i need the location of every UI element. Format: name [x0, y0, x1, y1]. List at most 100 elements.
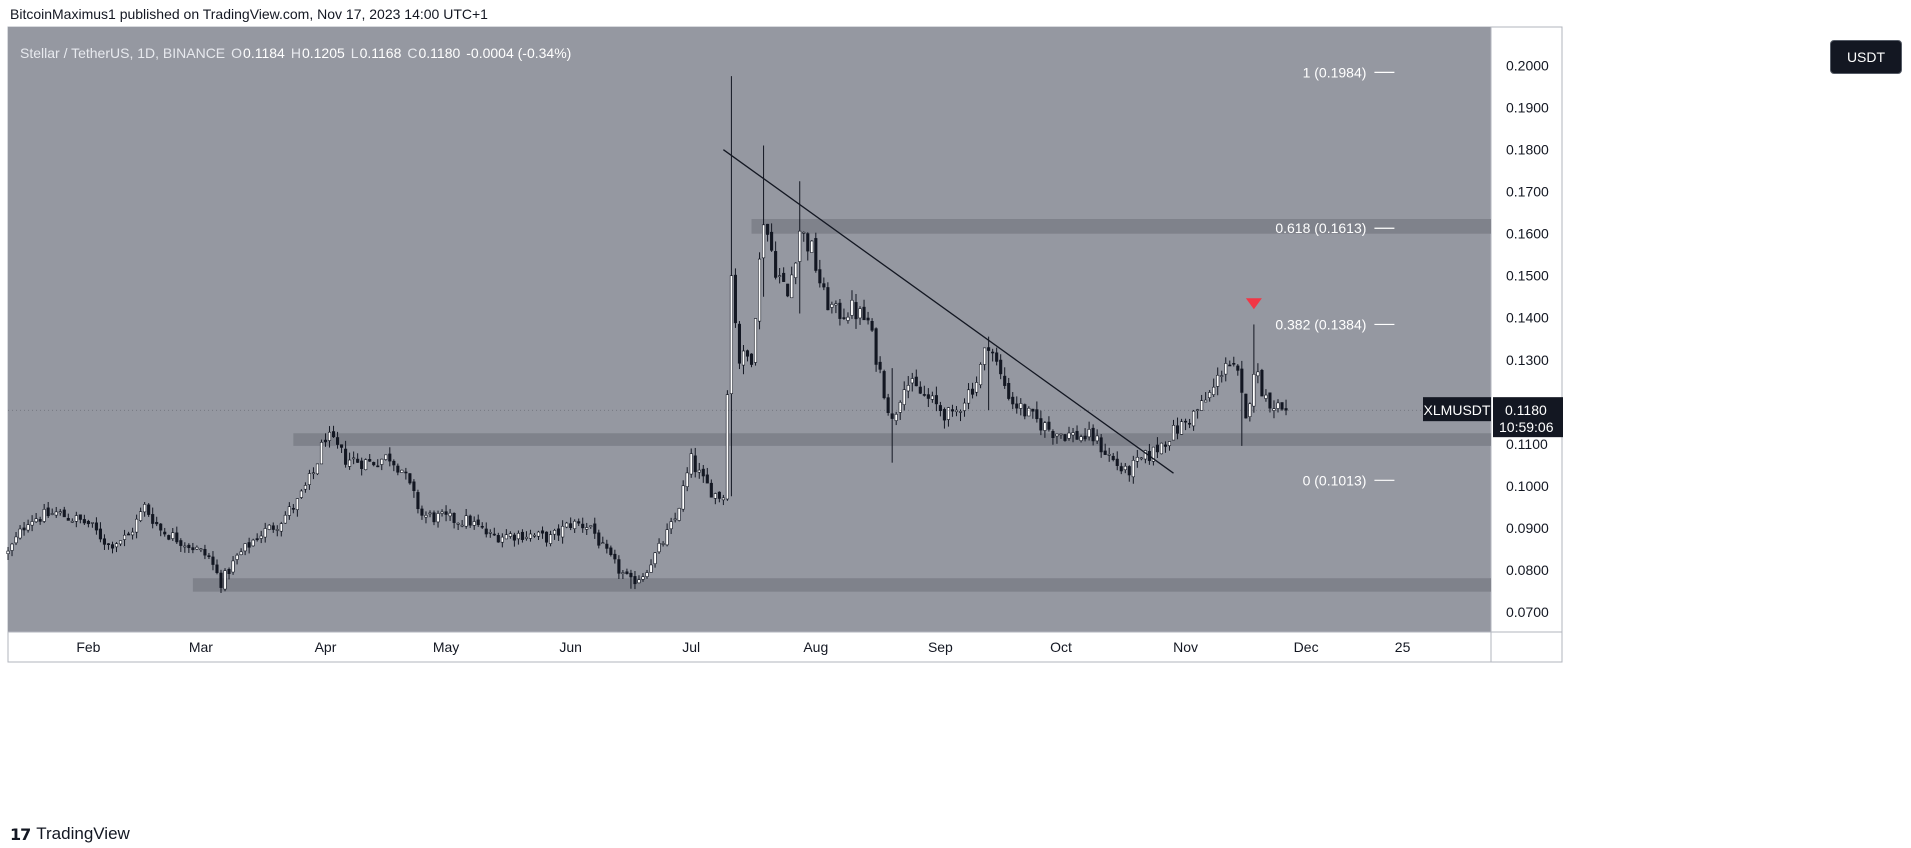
candle	[798, 230, 802, 262]
candle	[299, 490, 303, 498]
time-tick-label: Nov	[1173, 639, 1198, 655]
price-tick-label: 0.2000	[1506, 58, 1549, 74]
candle	[18, 528, 22, 539]
candle	[637, 579, 641, 584]
price-tick-label: 0.1500	[1506, 268, 1549, 284]
candle	[737, 323, 741, 364]
candle	[617, 559, 621, 574]
candle	[749, 353, 754, 365]
candle	[480, 525, 484, 528]
candle	[66, 517, 70, 521]
high-value: 0.1205	[301, 45, 345, 61]
candle	[971, 388, 975, 395]
candle	[854, 302, 858, 320]
candle	[106, 543, 111, 545]
candle	[1071, 432, 1075, 436]
candle	[167, 535, 171, 540]
candle	[1264, 394, 1268, 399]
candle	[1167, 441, 1172, 446]
candle	[557, 528, 561, 536]
fib-level-label: 1 (0.1984)	[1303, 64, 1367, 80]
candle	[360, 460, 364, 469]
candle	[1280, 402, 1284, 410]
candle	[336, 437, 340, 445]
candle	[416, 492, 420, 510]
candle	[1055, 433, 1059, 437]
candle	[110, 544, 115, 549]
candle	[114, 543, 119, 548]
candle	[311, 472, 315, 475]
candle	[806, 233, 810, 252]
price-tag	[1493, 397, 1563, 438]
time-tick-label: Jul	[682, 639, 700, 655]
candle	[444, 511, 448, 515]
candle	[1220, 375, 1224, 377]
candle	[995, 352, 999, 362]
candle	[942, 409, 946, 421]
candle	[774, 251, 778, 278]
high-label: H	[290, 45, 301, 61]
candle	[1039, 418, 1043, 431]
candle	[187, 544, 191, 549]
candle	[1051, 431, 1055, 438]
candle	[681, 485, 685, 510]
candle	[472, 521, 476, 526]
candle	[1216, 374, 1220, 387]
descending-trendline[interactable]	[722, 149, 1174, 474]
candle	[412, 481, 416, 491]
price-tick-label: 0.1000	[1506, 478, 1549, 494]
candle	[758, 258, 762, 322]
candle	[753, 318, 758, 363]
time-tick-label: 25	[1395, 639, 1411, 655]
candle	[689, 453, 693, 475]
candle	[987, 347, 991, 351]
support-resistance-zone	[751, 219, 1491, 234]
tradingview-logo[interactable]: 17 TradingView	[10, 824, 130, 844]
candle	[1272, 408, 1276, 411]
candle	[890, 413, 894, 419]
candle	[496, 535, 500, 543]
candle	[34, 518, 38, 523]
time-tick-label: Dec	[1294, 639, 1319, 655]
currency-badge[interactable]: USDT	[1830, 40, 1902, 74]
candle	[376, 465, 380, 468]
plot-area[interactable]	[8, 27, 1491, 632]
time-tick-label: Jun	[559, 639, 582, 655]
time-tick-label: May	[433, 639, 459, 655]
candle	[440, 511, 444, 514]
change-value: -0.0004 (-0.34%)	[466, 45, 572, 61]
candle	[1111, 455, 1115, 461]
candle	[436, 513, 440, 523]
candle	[762, 224, 766, 259]
candle	[323, 439, 328, 443]
candle	[790, 274, 794, 299]
candle	[999, 359, 1003, 375]
candle	[94, 522, 98, 531]
candle	[70, 520, 74, 523]
support-resistance-zone	[192, 578, 1491, 592]
candle	[866, 317, 870, 321]
candle	[629, 572, 633, 578]
candle	[770, 231, 774, 251]
candle	[207, 555, 211, 557]
candle	[38, 519, 42, 522]
time-tick-label: Apr	[315, 639, 337, 655]
candle	[1075, 430, 1079, 440]
candle	[432, 512, 436, 523]
candle	[633, 576, 637, 585]
candle	[673, 518, 677, 521]
candle	[10, 543, 14, 551]
candle	[1252, 373, 1256, 407]
candle	[1175, 425, 1180, 434]
candle	[231, 560, 235, 573]
candle	[874, 328, 878, 365]
candle	[577, 521, 581, 524]
candle	[745, 350, 750, 357]
candle	[62, 509, 66, 518]
rejection-marker-icon	[1245, 298, 1262, 310]
candle	[802, 231, 806, 234]
candle	[1232, 363, 1236, 365]
candle	[1200, 400, 1204, 411]
candle	[858, 308, 862, 319]
